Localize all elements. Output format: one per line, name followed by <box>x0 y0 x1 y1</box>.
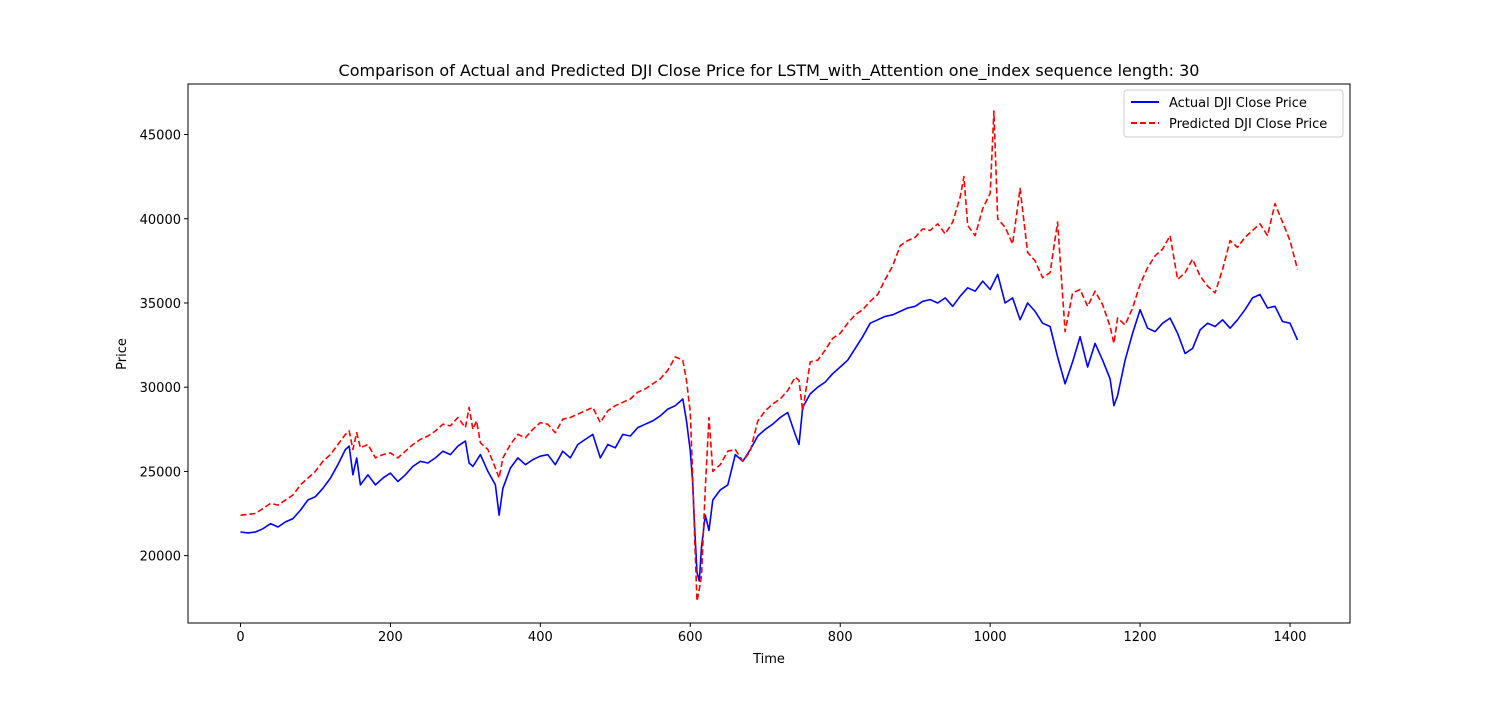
x-tick-label: 1400 <box>1273 630 1306 645</box>
y-tick-label: 25000 <box>140 465 181 480</box>
x-tick-label: 400 <box>528 630 553 645</box>
x-axis-label: Time <box>752 652 785 667</box>
y-tick-label: 40000 <box>140 213 181 228</box>
x-tick-label: 800 <box>828 630 853 645</box>
x-tick-label: 1200 <box>1124 630 1157 645</box>
x-tick-label: 600 <box>678 630 703 645</box>
x-tick-label: 0 <box>236 630 244 645</box>
x-tick-label: 1000 <box>974 630 1007 645</box>
x-tick-label: 200 <box>378 630 403 645</box>
y-tick-label: 30000 <box>140 381 181 396</box>
series-line-1 <box>240 110 1299 602</box>
x-axis: 0 200 400 600 800 1000 1200 1400 <box>236 623 1307 645</box>
axes-frame <box>187 83 1351 624</box>
legend-box <box>1123 89 1344 138</box>
y-tick-label: 35000 <box>140 297 181 312</box>
y-axis-label: Price <box>115 338 130 370</box>
chart-title: Comparison of Actual and Predicted DJI C… <box>339 61 1200 81</box>
y-axis: 20000 25000 30000 35000 40000 45000 <box>140 129 188 565</box>
plot-area <box>240 110 1299 602</box>
series-line-0 <box>240 273 1299 582</box>
legend-label-actual: Actual DJI Close Price <box>1169 96 1307 111</box>
legend-label-predicted: Predicted DJI Close Price <box>1169 117 1327 132</box>
legend: Actual DJI Close Price Predicted DJI Clo… <box>1123 89 1344 138</box>
y-tick-label: 20000 <box>140 550 181 565</box>
y-tick-label: 45000 <box>140 129 181 144</box>
